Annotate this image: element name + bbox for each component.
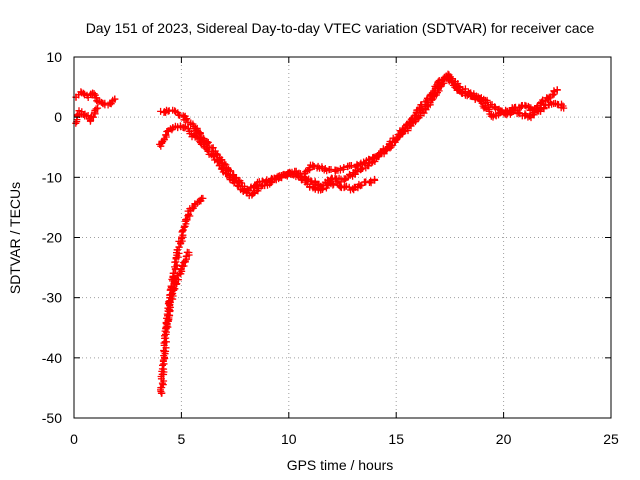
data-point: [521, 101, 529, 109]
y-axis-label: SDTVAR / TECUs: [7, 182, 23, 294]
data-point: [422, 106, 430, 114]
data-point: [168, 290, 176, 298]
data-point: [446, 73, 454, 81]
data-point: [186, 212, 194, 220]
data-point: [487, 101, 495, 109]
data-point: [164, 323, 172, 331]
y-tick-label: -10: [42, 169, 62, 185]
data-point: [435, 77, 443, 84]
data-point: [367, 177, 375, 185]
data-point: [162, 131, 170, 139]
data-point: [371, 176, 379, 184]
data-point: [72, 119, 80, 127]
data-point: [170, 285, 178, 293]
data-point: [533, 103, 541, 111]
y-tick-label: -50: [42, 410, 62, 426]
data-point: [549, 91, 557, 99]
series-track-a: [72, 88, 119, 109]
x-tick-label: 10: [281, 431, 297, 447]
data-point: [367, 159, 375, 167]
data-point: [221, 160, 229, 168]
data-point: [185, 249, 193, 256]
data-point: [330, 180, 338, 188]
x-tick-label: 20: [496, 431, 512, 447]
data-point: [407, 115, 415, 123]
x-tick-label: 5: [178, 431, 186, 447]
data-point: [159, 361, 166, 369]
y-tick-label: -30: [42, 290, 62, 306]
x-tick-label: 0: [70, 431, 78, 447]
data-point: [90, 90, 98, 98]
data-point: [199, 194, 207, 202]
data-point: [286, 169, 294, 177]
series-track-d: [157, 70, 561, 194]
data-point: [175, 249, 183, 257]
data-point: [197, 130, 204, 138]
data-point: [365, 155, 373, 163]
data-point: [172, 275, 180, 283]
data-point: [169, 269, 177, 277]
data-layer: [72, 70, 568, 397]
series-track-b: [72, 104, 102, 127]
data-point: [532, 105, 540, 113]
data-point: [196, 129, 203, 137]
data-point: [454, 80, 462, 87]
data-point: [238, 179, 245, 187]
chart-title: Day 151 of 2023, Sidereal Day-to-day VTE…: [86, 20, 595, 36]
data-point: [476, 95, 484, 102]
data-point: [253, 182, 261, 190]
y-tick-label: 10: [46, 49, 62, 65]
grid-layer: [74, 57, 611, 418]
data-point: [339, 165, 347, 173]
data-point: [83, 91, 91, 99]
data-point: [402, 122, 410, 130]
tick-layer: 0 5 10 15 20 25 10 0 -10 -20 -30 -40 -50: [42, 49, 619, 447]
data-point: [553, 86, 561, 94]
series-track-e: [295, 173, 379, 194]
y-tick-label: -20: [42, 230, 62, 246]
data-point: [94, 104, 102, 112]
y-tick-label: 0: [54, 109, 62, 125]
series-track-c: [156, 73, 568, 200]
data-point: [560, 104, 568, 112]
data-point: [517, 103, 525, 111]
data-point: [550, 87, 558, 95]
data-point: [319, 185, 327, 193]
data-point: [432, 84, 440, 92]
data-point: [329, 181, 337, 189]
x-axis-label: GPS time / hours: [287, 457, 394, 473]
data-point: [231, 175, 239, 183]
data-point: [340, 176, 348, 184]
x-tick-label: 25: [603, 431, 619, 447]
data-point: [309, 161, 317, 169]
x-tick-label: 15: [388, 431, 404, 447]
data-point: [539, 96, 547, 104]
data-point: [183, 115, 191, 123]
data-point: [243, 185, 251, 193]
data-point: [183, 215, 191, 223]
data-point: [182, 216, 189, 224]
data-point: [311, 185, 319, 193]
data-point: [457, 89, 465, 97]
y-tick-label: -40: [42, 350, 62, 366]
series-track-g: [162, 248, 193, 331]
data-point: [179, 227, 187, 235]
data-point: [375, 150, 383, 158]
data-point: [177, 266, 185, 274]
data-point: [92, 105, 100, 113]
data-point: [204, 138, 212, 146]
data-point: [391, 138, 398, 146]
data-point: [111, 95, 119, 103]
